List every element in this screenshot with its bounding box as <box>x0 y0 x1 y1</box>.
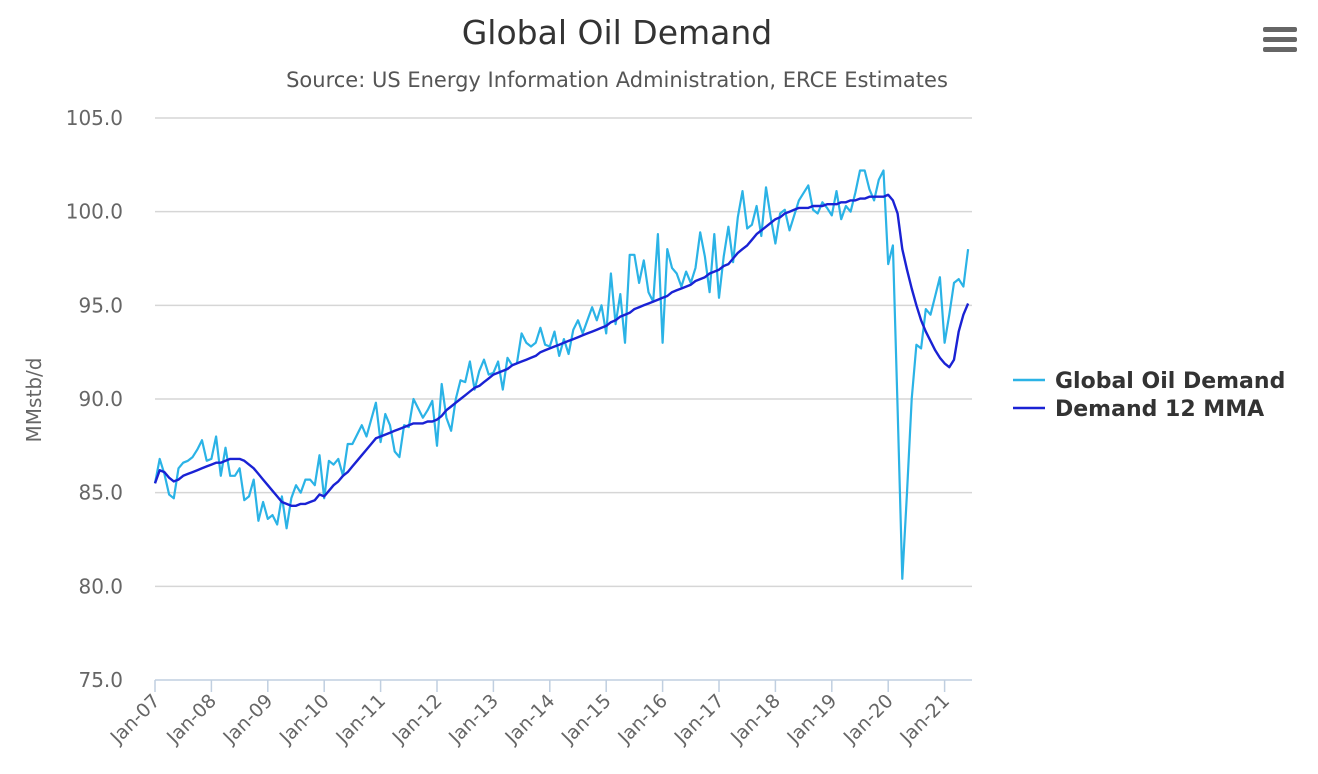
x-tick-label: Jan-09 <box>218 690 277 749</box>
y-tick-label: 100.0 <box>66 200 123 224</box>
x-tick-label: Jan-18 <box>726 690 785 749</box>
series-group <box>153 169 970 580</box>
gridlines <box>155 117 972 588</box>
x-tick-label: Jan-21 <box>895 690 954 749</box>
chart-subtitle: Source: US Energy Information Administra… <box>286 68 948 92</box>
y-tick-label: 85.0 <box>78 481 123 505</box>
y-tick-label: 80.0 <box>78 574 123 598</box>
y-tick-label: 75.0 <box>78 668 123 692</box>
y-axis-labels: 75.0 80.0 85.0 90.0 95.0 100.0 105.0 <box>66 106 123 692</box>
x-tick-label: Jan-13 <box>444 690 503 749</box>
series-line-demand-12-mma <box>153 193 970 507</box>
x-tick-label: Jan-19 <box>782 690 841 749</box>
chart-title: Global Oil Demand <box>462 13 773 52</box>
legend-label: Demand 12 MMA <box>1055 397 1264 422</box>
x-tick-label: Jan-15 <box>557 690 616 749</box>
x-axis: Jan-07Jan-08Jan-09Jan-10Jan-11Jan-12Jan-… <box>106 679 972 749</box>
y-tick-label: 90.0 <box>78 387 123 411</box>
y-tick-label: 105.0 <box>66 106 123 130</box>
y-tick-label: 95.0 <box>78 293 123 317</box>
x-tick-label: Jan-14 <box>500 690 559 749</box>
x-tick-label: Jan-12 <box>388 690 447 749</box>
legend-label: Global Oil Demand <box>1055 369 1285 394</box>
legend-item[interactable]: Global Oil Demand <box>1013 369 1285 394</box>
series-line-global-oil-demand <box>153 169 970 580</box>
hamburger-menu-icon <box>1263 27 1297 52</box>
x-tick-label: Jan-10 <box>275 690 334 749</box>
legend: Global Oil Demand Demand 12 MMA <box>1013 369 1285 422</box>
x-tick-label: Jan-07 <box>106 690 165 749</box>
x-tick-label: Jan-17 <box>670 690 729 749</box>
y-axis-title: MMstb/d <box>22 358 46 443</box>
menu-button[interactable] <box>1255 20 1305 60</box>
x-tick-label: Jan-20 <box>839 690 898 749</box>
x-tick-label: Jan-08 <box>162 690 221 749</box>
legend-item[interactable]: Demand 12 MMA <box>1013 397 1264 422</box>
x-tick-label: Jan-11 <box>331 690 390 749</box>
x-tick-label: Jan-16 <box>613 690 672 749</box>
